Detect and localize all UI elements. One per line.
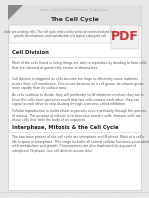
Text: ...from pre-existing cells. The cell cycle refers to the series of events involv: ...from pre-existing cells. The cell cyc…: [2, 30, 118, 38]
Text: As cells continue to divide, they will proliferate to fill whatever medium they : As cells continue to divide, they will p…: [12, 93, 145, 106]
Text: Cell division is triggered as cells become too large to efficiently move nutrien: Cell division is triggered as cells beco…: [12, 77, 144, 90]
FancyBboxPatch shape: [8, 5, 141, 190]
Text: Cell Division: Cell Division: [12, 50, 49, 55]
Text: Most of the cells found in living things are able to reproduce by dividing to fo: Most of the cells found in living things…: [12, 61, 147, 70]
Text: Lesson - Cell Division & Differentiation - Study Journal: Lesson - Cell Division & Differentiation…: [40, 8, 108, 12]
Text: https://app.ck.numerade.com/module-viewer/courses/1/units/41/lessons/25/activiti: https://app.ck.numerade.com/module-viewe…: [0, 192, 149, 194]
Text: The two main phases of the cell cycle are interphase and M phase. Most of a cell: The two main phases of the cell cycle ar…: [12, 135, 149, 153]
FancyBboxPatch shape: [9, 25, 111, 43]
FancyBboxPatch shape: [111, 25, 139, 49]
Text: PDF: PDF: [111, 30, 139, 44]
Text: Interphase, Mitosis & the Cell Cycle: Interphase, Mitosis & the Cell Cycle: [12, 125, 119, 129]
Polygon shape: [8, 5, 23, 20]
Bar: [8, 5, 141, 27]
Text: The Cell Cycle: The Cell Cycle: [50, 17, 98, 23]
Text: Cellular reproduction in multicellular organisms occurs primarily through the pr: Cellular reproduction in multicellular o…: [12, 109, 146, 122]
